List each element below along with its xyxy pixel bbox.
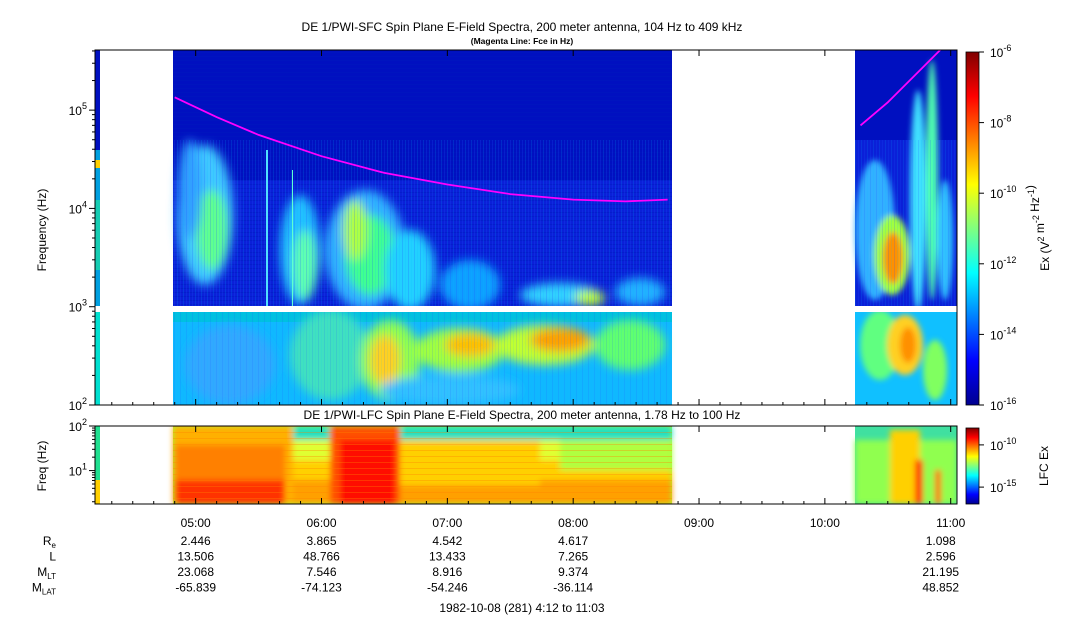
lfc-ylabel: Freq (Hz): [35, 441, 49, 492]
sfc-colorbar-tick-label: 10-16: [990, 396, 1016, 413]
ephemeris-value: 7.265: [558, 550, 588, 564]
time-tick-label: 06:00: [306, 516, 336, 530]
ephemeris-value: 48.766: [303, 550, 340, 564]
ephemeris-value: 23.068: [177, 565, 214, 579]
lfc-axis-frame: [94, 425, 958, 505]
ephemeris-value: 2.596: [926, 550, 956, 564]
lfc-colorbar-label: LFC Ex: [1037, 446, 1051, 486]
ephemeris-value: 4.542: [432, 534, 462, 548]
lfc-ytick-label: 101: [69, 462, 87, 479]
sfc-colorbar: 10-6 10-8 10-10 10-12 10-14 10-16 Ex (V2 m-2 …: [965, 43, 1052, 413]
ephemeris-value: 4.617: [558, 534, 588, 548]
time-tick-label: 07:00: [432, 516, 462, 530]
lfc-colorbar-tick-label: 10-15: [990, 478, 1016, 495]
ephemeris-row-label: L: [49, 550, 56, 564]
sfc-subtitle: (Magenta Line: Fce in Hz): [471, 36, 574, 46]
ephemeris-value: 1.098: [926, 534, 956, 548]
lfc-panel: DE 1/PWI-LFC Spin Plane E-Field Spectra,…: [35, 408, 1051, 505]
sfc-panel: DE 1/PWI-SFC Spin Plane E-Field Spectra,…: [35, 20, 1052, 413]
ephemeris-value: 21.195: [922, 565, 959, 579]
ephemeris-row-label: Re: [43, 534, 57, 550]
sfc-ytick-label: 104: [69, 199, 87, 216]
time-tick-label: 05:00: [181, 516, 211, 530]
sfc-ylabel: Frequency (Hz): [35, 189, 49, 272]
lfc-colorbar: 10-10 10-15 LFC Ex: [965, 427, 1051, 505]
ephemeris-value: 13.433: [429, 550, 466, 564]
sfc-ytick-label: 103: [69, 298, 87, 315]
footer-time-range: 1982-10-08 (281) 4:12 to 11:03: [439, 601, 605, 615]
sfc-colorbar-tick-label: 10-6: [990, 43, 1011, 60]
lfc-ytick-label: 102: [69, 417, 87, 434]
lfc-spectrogram-image: [95, 426, 957, 504]
ephemeris-value: 48.852: [922, 581, 959, 595]
ephemeris-value: 13.506: [177, 550, 214, 564]
ephemeris-value: 3.865: [306, 534, 336, 548]
lfc-colorbar-gradient: [965, 427, 980, 505]
ephemeris-row-label: MLAT: [32, 581, 56, 597]
ephemeris-value: -36.114: [553, 581, 593, 595]
sfc-colorbar-ticks: 10-6 10-8 10-10 10-12 10-14 10-16: [979, 43, 1016, 413]
sfc-colorbar-tick-label: 10-14: [990, 325, 1016, 342]
sfc-colorbar-tick-label: 10-8: [990, 114, 1011, 131]
fce-line-layer: [174, 50, 941, 203]
lfc-y-axis: 101 102: [69, 417, 95, 503]
sfc-title: DE 1/PWI-SFC Spin Plane E-Field Spectra,…: [302, 20, 743, 34]
time-tick-label: 11:00: [936, 516, 965, 530]
lfc-title: DE 1/PWI-LFC Spin Plane E-Field Spectra,…: [304, 408, 741, 422]
ephemeris-value: 9.374: [558, 565, 588, 579]
ephemeris-value: 2.446: [181, 534, 211, 548]
sfc-colorbar-tick-label: 10-12: [990, 255, 1016, 272]
ephemeris-value: -74.123: [301, 581, 342, 595]
fce-line: [859, 50, 941, 127]
sfc-colorbar-label: Ex (V2 m-2 Hz-1): [1023, 185, 1052, 271]
lfc-colorbar-ticks: 10-10 10-15: [979, 436, 1016, 495]
ephemeris-value: -54.246: [427, 581, 468, 595]
ephemeris-value: -65.839: [175, 581, 216, 595]
sfc-spectrogram-image: [95, 50, 957, 405]
lfc-colorbar-tick-label: 10-10: [990, 436, 1016, 453]
sfc-ytick-label: 102: [69, 396, 87, 413]
ephemeris-table: Re 2.446 3.865 4.542 4.617 1.098 L 13.506 48.766…: [32, 534, 959, 597]
sfc-y-axis: 102 103 104 105: [69, 50, 95, 413]
time-tick-label: 08:00: [558, 516, 588, 530]
time-tick-label: 09:00: [684, 516, 714, 530]
sfc-ytick-label: 105: [69, 101, 87, 118]
sfc-colorbar-gradient: [965, 51, 980, 406]
ephemeris-value: 7.546: [306, 565, 336, 579]
ephemeris-row-label: MLT: [37, 565, 56, 581]
fce-line: [174, 96, 668, 203]
time-tick-label: 10:00: [810, 516, 840, 530]
time-axis: 05:00 06:00 07:00 08:00 09:00 10:00 11:00: [111, 50, 966, 530]
sfc-colorbar-tick-label: 10-10: [990, 184, 1016, 201]
ephemeris-value: 8.916: [432, 565, 462, 579]
